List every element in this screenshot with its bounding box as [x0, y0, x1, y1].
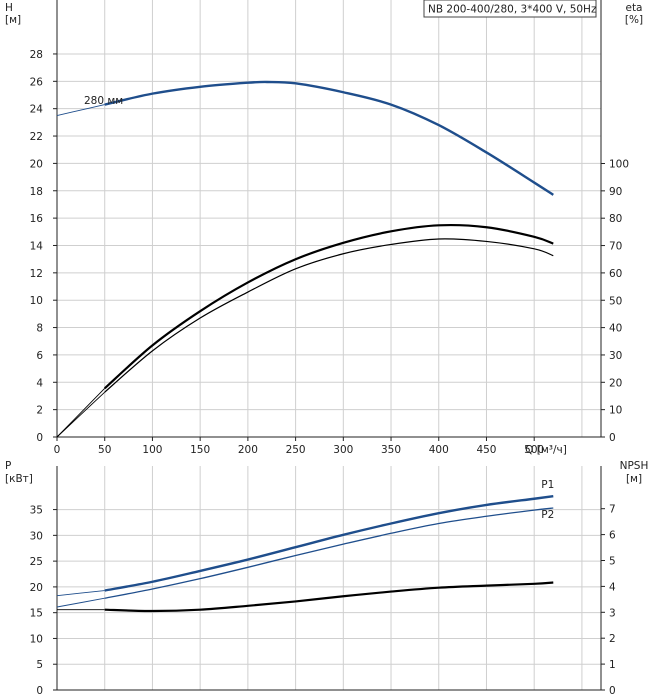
- top-right-tick-label: 70: [609, 241, 622, 253]
- top-x-tick-label: 0: [54, 444, 61, 456]
- bottom-left-axis-unit: [кВт]: [5, 473, 33, 485]
- top-left-tick-label: 6: [36, 350, 43, 362]
- top-series-0-line: [104, 80, 554, 196]
- top-x-tick-label: 450: [476, 444, 496, 456]
- top-right-tick-label: 10: [609, 405, 622, 417]
- bottom-left-tick-label: 20: [30, 582, 43, 594]
- top-left-tick-label: 2: [36, 405, 43, 417]
- bottom-series-1-line: [104, 507, 554, 599]
- bottom-series-0-line: [104, 494, 554, 592]
- top-left-tick-label: 26: [30, 76, 44, 88]
- bottom-series-1-extension-line: [56, 597, 105, 608]
- top-x-tick-label: 300: [333, 444, 353, 456]
- top-x-tick-label: 200: [238, 444, 258, 456]
- top-series-2-line: [103, 223, 554, 390]
- bottom-right-tick-label: 2: [609, 633, 616, 645]
- bottom-left-axis-title: P: [5, 460, 11, 472]
- bottom-right-tick-label: 6: [609, 530, 616, 542]
- series-label-p2: P2: [541, 509, 554, 521]
- bottom-left-tick-label: 25: [30, 556, 43, 568]
- top-x-tick-label: 50: [98, 444, 111, 456]
- bottom-right-axis-unit: [м]: [626, 473, 642, 485]
- top-left-tick-label: 16: [30, 213, 44, 225]
- top-series-1-line: [104, 238, 554, 393]
- top-left-tick-label: 28: [30, 49, 43, 61]
- top-left-tick-label: 22: [30, 131, 43, 143]
- top-series-2-extension-line: [56, 388, 106, 438]
- top-right-tick-label: 0: [609, 432, 616, 444]
- top-right-axis-unit: [%]: [625, 14, 643, 26]
- top-right-tick-label: 40: [609, 323, 622, 335]
- top-x-axis-label: Q [м³/ч]: [525, 444, 567, 456]
- bottom-right-tick-label: 7: [609, 504, 616, 516]
- legend-box: NB 200-400/280, 3*400 V, 50Hz: [423, 0, 597, 18]
- top-left-tick-label: 24: [30, 104, 44, 116]
- bottom-left-tick-label: 0: [36, 685, 43, 697]
- top-x-tick-label: 250: [286, 444, 306, 456]
- top-right-tick-label: 20: [609, 377, 622, 389]
- bottom-right-tick-label: 1: [609, 659, 616, 671]
- bottom-right-tick-label: 5: [609, 556, 616, 568]
- bottom-left-tick-label: 35: [30, 505, 43, 517]
- bottom-series-0-extension-line: [56, 590, 105, 597]
- top-x-tick-label: 500: [524, 444, 544, 456]
- bottom-left-tick-label: 10: [30, 633, 43, 645]
- bottom-right-tick-label: 4: [609, 581, 616, 593]
- top-right-tick-label: 80: [609, 213, 622, 225]
- top-right-tick-label: 50: [609, 295, 622, 307]
- top-left-tick-label: 0: [36, 432, 43, 444]
- top-left-tick-label: 8: [36, 323, 43, 335]
- top-left-tick-label: 20: [30, 158, 43, 170]
- top-left-tick-label: 4: [36, 377, 43, 389]
- top-left-axis-title: H: [5, 2, 13, 14]
- head-efficiency-panel: 0246810121416182022242628010203040506070…: [5, 0, 643, 456]
- top-left-tick-label: 10: [30, 295, 43, 307]
- bottom-left-tick-label: 30: [30, 530, 43, 542]
- bottom-left-tick-label: 5: [36, 659, 43, 671]
- top-series-0-extension-line: [56, 104, 105, 116]
- top-left-tick-label: 14: [30, 240, 44, 252]
- top-right-tick-label: 90: [609, 186, 622, 198]
- series-label-p1: P1: [541, 479, 554, 491]
- bottom-series-2-line: [104, 581, 554, 613]
- legend-text: NB 200-400/280, 3*400 V, 50Hz: [428, 4, 597, 16]
- top-x-tick-label: 100: [142, 444, 162, 456]
- top-x-tick-label: 150: [190, 444, 210, 456]
- top-right-axis-title: eta: [625, 2, 642, 14]
- top-curve-annotation: 280 мм: [84, 95, 123, 107]
- top-right-tick-label: 100: [609, 159, 629, 171]
- top-right-tick-label: 30: [609, 350, 622, 362]
- top-x-tick-label: 350: [381, 444, 401, 456]
- top-left-tick-label: 12: [30, 268, 43, 280]
- top-x-tick-label: 400: [429, 444, 449, 456]
- top-left-axis-unit: [м]: [5, 14, 21, 26]
- bottom-right-tick-label: 3: [609, 607, 616, 619]
- bottom-right-tick-label: 0: [609, 685, 616, 697]
- bottom-left-tick-label: 15: [30, 608, 43, 620]
- top-right-tick-label: 60: [609, 268, 622, 280]
- bottom-right-axis-title: NPSH: [620, 460, 649, 472]
- top-left-tick-label: 18: [30, 186, 43, 198]
- power-npsh-panel: 0 5 10 15 20 25 30 35 0 1 2 3 4 5 6 7 P[кВт] NPSH[м] P1 P2: [5, 460, 648, 697]
